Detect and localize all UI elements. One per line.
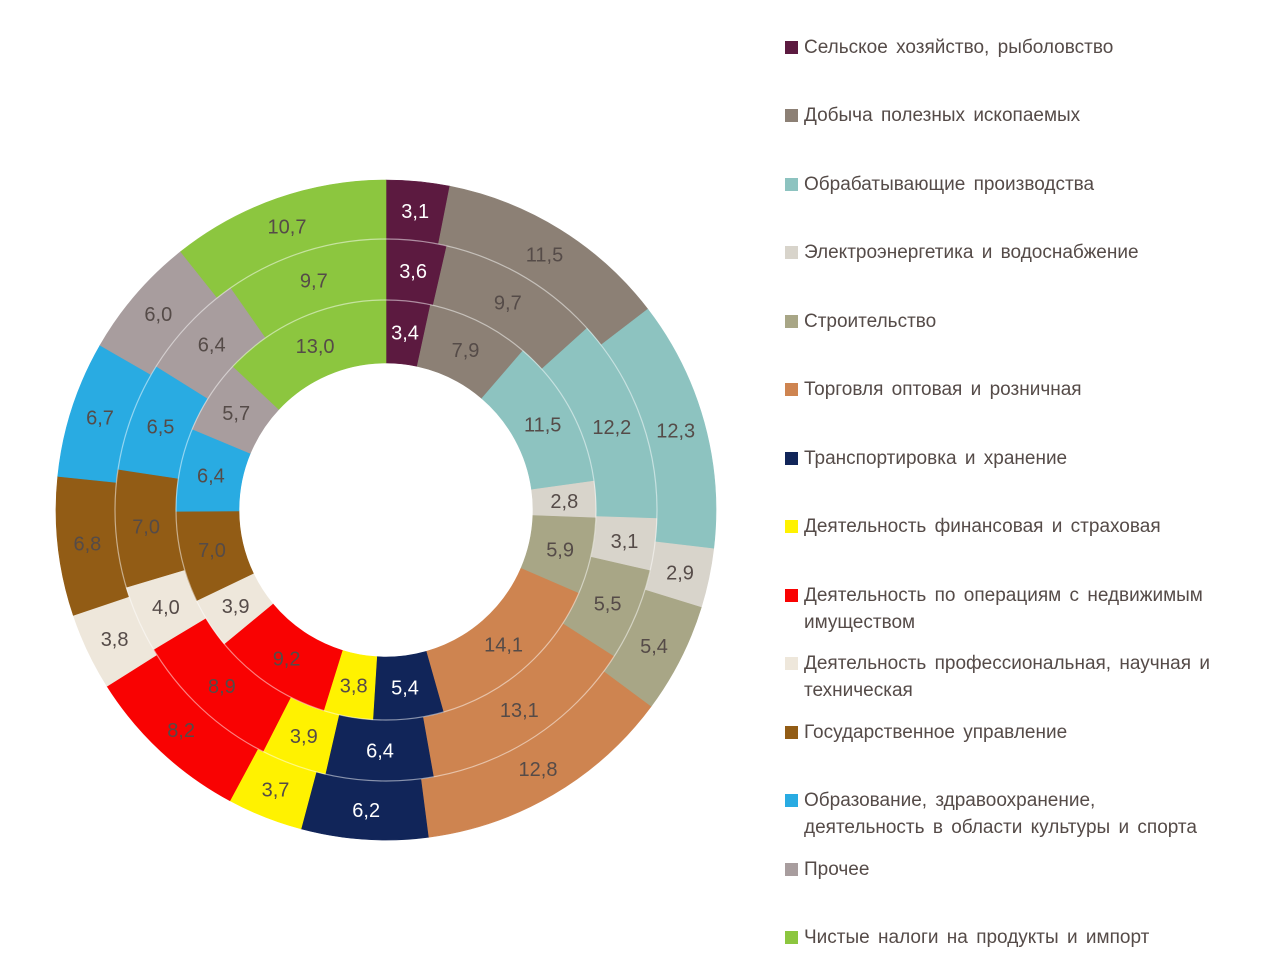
segment-value-label-middle-ring-4: 3,1 — [611, 531, 639, 553]
legend-item-1: Сельское хозяйство, рыболовство — [785, 34, 1113, 61]
legend-swatch-icon — [785, 863, 798, 876]
legend-label: Строительство — [804, 311, 937, 332]
legend-item-12: Образование, здравоохранение, деятельнос… — [785, 787, 1197, 841]
segment-value-label-middle-ring-8: 3,9 — [290, 726, 318, 748]
segment-value-label-outer-ring-8: 3,7 — [262, 779, 290, 801]
legend-label: Добыча полезных ископаемых — [804, 105, 1081, 126]
segment-value-label-outer-ring-7: 6,2 — [352, 800, 380, 822]
segment-value-label-outer-ring-6: 12,8 — [519, 759, 558, 781]
legend-item-13: Прочее — [785, 856, 869, 883]
legend-swatch-icon — [785, 109, 798, 122]
legend-item-5: Строительство — [785, 308, 936, 335]
legend-item-11: Государственное управление — [785, 719, 1067, 746]
legend-item-7: Транспортировка и хранение — [785, 445, 1067, 472]
legend-label: Торговля оптовая и розничная — [804, 379, 1082, 400]
segment-value-label-inner-ring-5: 5,9 — [546, 540, 574, 562]
segment-value-label-inner-ring-13: 5,7 — [222, 403, 250, 425]
segment-value-label-outer-ring-13: 6,0 — [144, 304, 172, 326]
legend-item-4: Электроэнергетика и водоснабжение — [785, 239, 1139, 266]
legend-label: Обрабатывающие производства — [804, 174, 1095, 195]
segment-value-label-outer-ring-12: 6,7 — [86, 408, 114, 430]
legend-label: Деятельность финансовая и страховая — [804, 516, 1161, 537]
legend-item-3: Обрабатывающие производства — [785, 171, 1094, 198]
segment-value-label-middle-ring-11: 7,0 — [132, 517, 160, 539]
segment-value-label-middle-ring-10: 4,0 — [152, 597, 180, 619]
segment-value-label-inner-ring-14: 13,0 — [296, 336, 335, 358]
legend-label: Сельское хозяйство, рыболовство — [804, 37, 1114, 58]
segment-value-label-inner-ring-6: 14,1 — [484, 634, 523, 656]
legend-item-6: Торговля оптовая и розничная — [785, 376, 1082, 403]
segment-value-label-inner-ring-9: 9,2 — [273, 648, 301, 670]
segment-value-label-inner-ring-12: 6,4 — [197, 466, 225, 488]
segment-value-label-middle-ring-1: 3,6 — [399, 261, 427, 283]
legend-swatch-icon — [785, 520, 798, 533]
legend-item-9: Деятельность по операциям с недвижимым и… — [785, 582, 1203, 636]
legend-label: Государственное управление — [804, 722, 1068, 743]
ring-separator-line — [114, 238, 658, 782]
legend-label: Транспортировка и хранение — [804, 448, 1068, 469]
legend-label: Чистые налоги на продукты и импорт — [804, 927, 1150, 948]
legend-swatch-icon — [785, 589, 798, 602]
legend-item-8: Деятельность финансовая и страховая — [785, 513, 1161, 540]
segment-value-label-middle-ring-12: 6,5 — [147, 416, 175, 438]
legend-label: Деятельность по операциям с недвижимым и… — [804, 585, 1203, 633]
segment-value-label-outer-ring-1: 3,1 — [401, 201, 429, 223]
segment-value-label-inner-ring-8: 3,8 — [340, 676, 368, 698]
legend-swatch-icon — [785, 657, 798, 670]
legend-item-14: Чистые налоги на продукты и импорт — [785, 924, 1149, 951]
segment-value-label-middle-ring-9: 8,9 — [208, 676, 236, 698]
legend-item-10: Деятельность профессиональная, научная и… — [785, 650, 1210, 704]
segment-value-label-inner-ring-4: 2,8 — [550, 491, 578, 513]
segment-value-label-outer-ring-10: 3,8 — [101, 629, 129, 651]
ring-separator-line — [175, 299, 597, 721]
segment-value-label-middle-ring-14: 9,7 — [300, 271, 328, 293]
chart-legend: Сельское хозяйство, рыболовство Добыча по… — [785, 0, 1277, 970]
legend-label: Электроэнергетика и водоснабжение — [804, 242, 1139, 263]
segment-value-label-inner-ring-10: 3,9 — [222, 596, 250, 618]
legend-swatch-icon — [785, 178, 798, 191]
segment-value-label-middle-ring-6: 13,1 — [500, 700, 539, 722]
segment-value-label-outer-ring-5: 5,4 — [640, 636, 668, 658]
legend-swatch-icon — [785, 794, 798, 807]
segment-value-label-middle-ring-3: 12,2 — [592, 417, 631, 439]
segment-value-label-inner-ring-1: 3,4 — [391, 323, 419, 345]
legend-label: Прочее — [804, 859, 870, 880]
segment-value-label-inner-ring-2: 7,9 — [452, 340, 480, 362]
segment-value-label-outer-ring-14: 10,7 — [268, 216, 307, 238]
segment-value-label-middle-ring-5: 5,5 — [594, 593, 622, 615]
legend-swatch-icon — [785, 383, 798, 396]
segment-value-label-outer-ring-4: 2,9 — [666, 562, 694, 584]
legend-swatch-icon — [785, 452, 798, 465]
segment-value-label-middle-ring-7: 6,4 — [366, 740, 394, 762]
legend-item-2: Добыча полезных ископаемых — [785, 102, 1080, 129]
legend-swatch-icon — [785, 726, 798, 739]
segment-value-label-outer-ring-3: 12,3 — [656, 420, 695, 442]
segment-value-label-inner-ring-11: 7,0 — [198, 540, 226, 562]
legend-label: Образование, здравоохранение, деятельнос… — [804, 790, 1197, 838]
legend-swatch-icon — [785, 315, 798, 328]
legend-swatch-icon — [785, 246, 798, 259]
donut-chart: 3,1 11,5 12,3 2,9 5,4 12,8 6,2 3,7 8,2 3,8 6,8 6,7 6… — [55, 179, 717, 841]
segment-value-label-outer-ring-9: 8,2 — [167, 720, 195, 742]
segment-value-label-middle-ring-2: 9,7 — [494, 293, 522, 315]
segment-value-label-inner-ring-7: 5,4 — [391, 678, 419, 700]
legend-label: Деятельность профессиональная, научная и… — [804, 653, 1210, 701]
segment-value-label-outer-ring-2: 11,5 — [526, 245, 563, 267]
segment-value-label-outer-ring-11: 6,8 — [73, 533, 101, 555]
legend-swatch-icon — [785, 41, 798, 54]
legend-swatch-icon — [785, 931, 798, 944]
segment-value-label-middle-ring-13: 6,4 — [198, 334, 226, 356]
segment-value-label-inner-ring-3: 11,5 — [524, 415, 561, 437]
